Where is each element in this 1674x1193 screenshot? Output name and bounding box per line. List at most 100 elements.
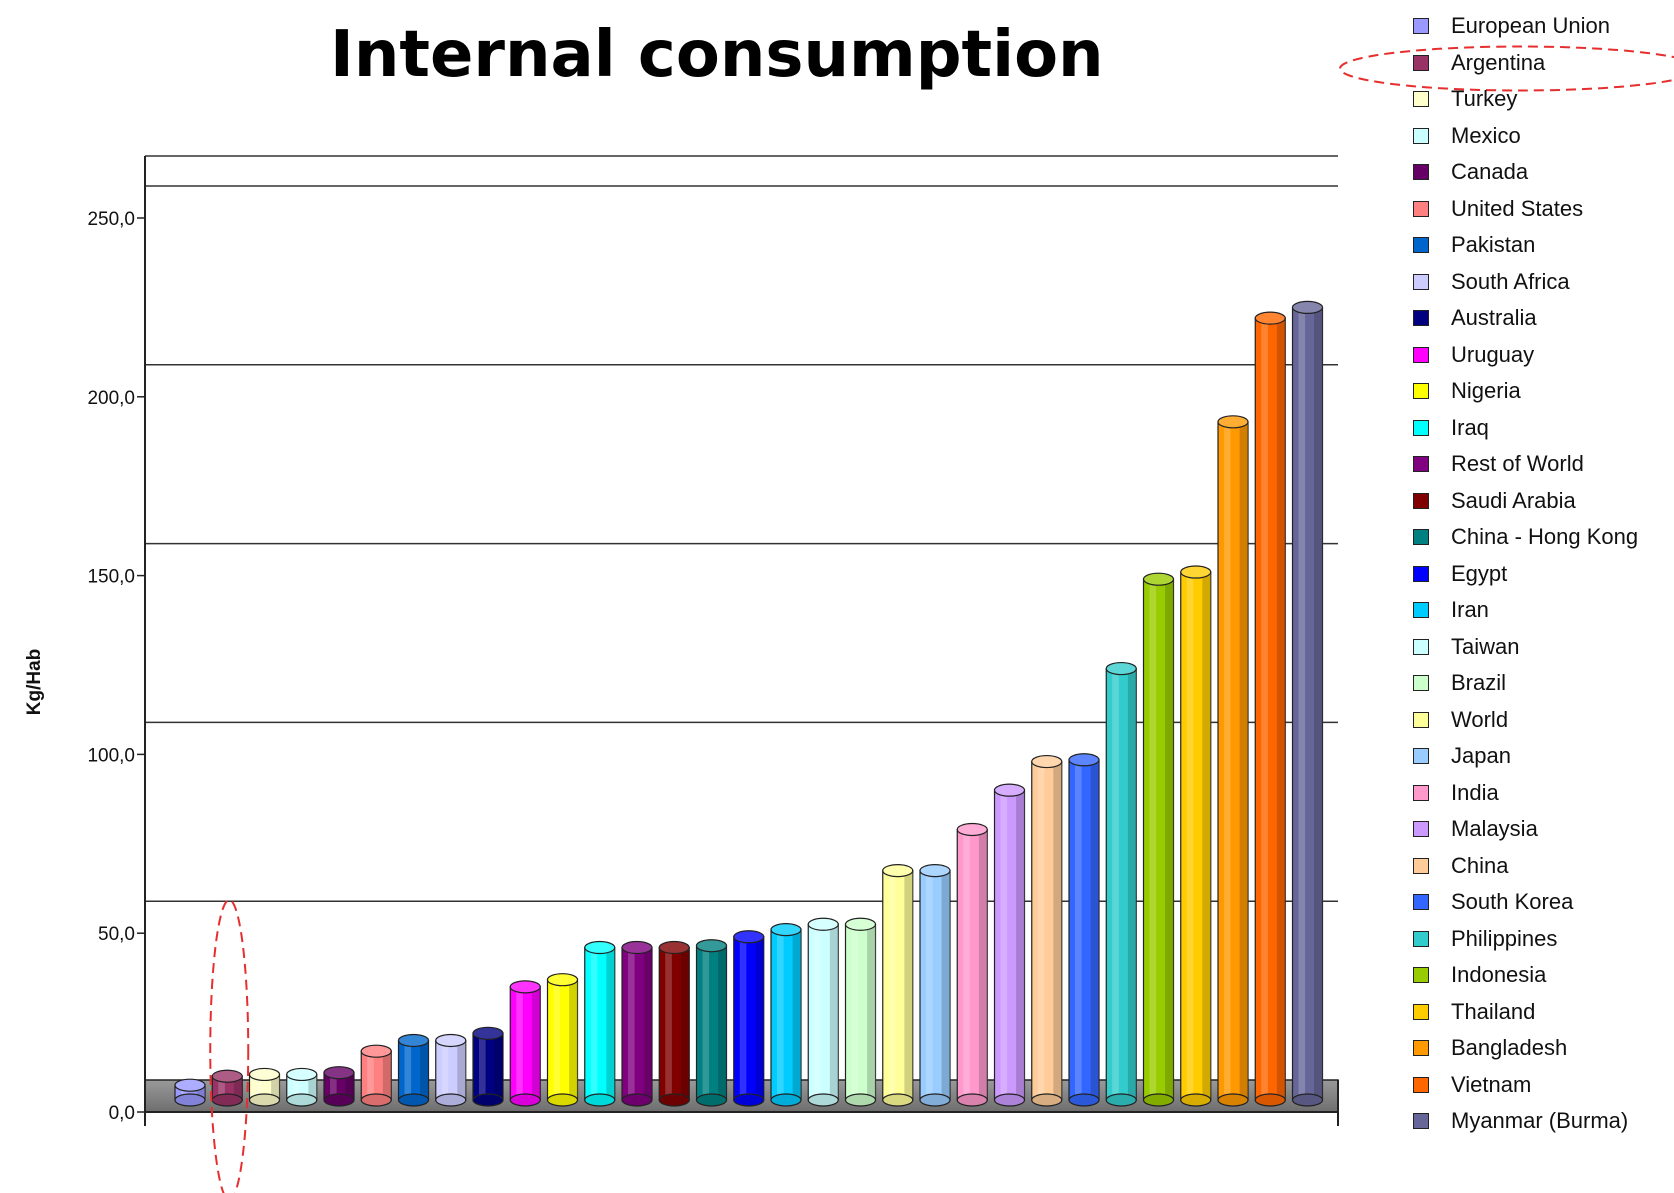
y-tick-label: 250,0 [87, 209, 135, 230]
bar [1142, 572, 1175, 1107]
y-tick-label: 100,0 [87, 745, 135, 766]
legend-label: Myanmar (Burma) [1451, 1108, 1629, 1133]
bar [211, 1069, 243, 1107]
legend-swatch [1413, 711, 1429, 728]
legend-label: Argentina [1451, 49, 1546, 75]
bar [770, 923, 802, 1107]
y-axis-label: Kg/Hab [24, 649, 45, 716]
legend-label: China [1451, 852, 1509, 878]
legend-swatch [1413, 930, 1429, 947]
y-tick-label: 50,0 [98, 924, 135, 945]
bar [248, 1067, 281, 1107]
legend-swatch [1413, 200, 1429, 217]
bar [658, 940, 690, 1107]
bar [509, 980, 541, 1107]
legend-swatch [1413, 237, 1429, 253]
legend-label: Thailand [1451, 998, 1536, 1024]
legend-swatch [1413, 967, 1429, 983]
bar [1254, 311, 1286, 1107]
legend-item: Iran [1413, 592, 1489, 628]
legend-label: Taiwan [1451, 633, 1520, 659]
legend-label: Egypt [1451, 560, 1508, 586]
legend-item: Taiwan [1413, 629, 1519, 665]
bar [1031, 754, 1063, 1107]
legend-swatch [1413, 273, 1429, 290]
legend-item: Canada [1413, 154, 1528, 190]
legend-item: World [1413, 702, 1508, 738]
bar [1180, 565, 1212, 1107]
legend-label: China - Hong Kong [1451, 524, 1639, 549]
legend-swatch [1413, 383, 1429, 399]
bar [397, 1033, 430, 1107]
bar [1291, 300, 1324, 1107]
legend-swatch [1413, 1040, 1429, 1056]
legend-swatch [1413, 419, 1429, 436]
legend-swatch [1413, 602, 1429, 618]
legend-label: India [1451, 779, 1499, 805]
y-tick-label: 150,0 [87, 567, 135, 588]
legend-swatch [1413, 127, 1429, 144]
chart-title: Internal consumption [330, 18, 1104, 92]
legend-label: United States [1451, 195, 1584, 221]
legend-swatch [1413, 346, 1429, 363]
legend-item: South Korea [1413, 884, 1573, 920]
bar [1105, 661, 1137, 1107]
legend-item: Mexico [1413, 118, 1521, 154]
legend-item: India [1413, 775, 1499, 811]
legend-swatch [1413, 821, 1429, 837]
bar [956, 822, 988, 1107]
legend-label: Iran [1451, 597, 1489, 622]
legend-label: Vietnam [1451, 1071, 1532, 1097]
legend-label: Nigeria [1451, 378, 1521, 403]
bar [1068, 753, 1100, 1107]
legend-label: Australia [1451, 305, 1537, 330]
bar [844, 917, 877, 1107]
legend-item: Bangladesh [1413, 1030, 1567, 1066]
legend-swatch [1413, 18, 1429, 34]
legend-swatch [1413, 1003, 1429, 1020]
legend-item: Uruguay [1413, 337, 1534, 373]
legend-label: Philippines [1451, 925, 1558, 951]
legend-label: Pakistan [1451, 232, 1536, 257]
bar [584, 940, 616, 1107]
legend-item: Argentina [1413, 45, 1545, 81]
legend-label: Saudi Arabia [1451, 487, 1576, 513]
legend-item: Philippines [1413, 921, 1557, 957]
legend-item: Rest of World [1413, 446, 1584, 482]
legend-swatch [1413, 784, 1429, 801]
bar [621, 940, 653, 1107]
legend-label: Malaysia [1451, 816, 1538, 841]
legend-item: Indonesia [1413, 957, 1546, 993]
legend-item: Thailand [1413, 994, 1535, 1030]
legend-label: Uruguay [1451, 341, 1535, 367]
legend-item: Brazil [1413, 665, 1506, 701]
legend-item: Japan [1413, 738, 1511, 774]
legend: European Union Argentina Turkey Mexico Canad… [1413, 8, 1674, 1193]
bar [993, 783, 1026, 1107]
bar [546, 973, 579, 1107]
legend-item: United States [1413, 191, 1583, 227]
legend-swatch [1413, 857, 1429, 874]
legend-label: Indonesia [1451, 962, 1547, 987]
legend-item: South Africa [1413, 264, 1570, 300]
bar [882, 864, 914, 1107]
legend-swatch [1413, 54, 1429, 71]
legend-label: Turkey [1451, 86, 1518, 111]
legend-swatch [1413, 91, 1429, 107]
legend-item: European Union [1413, 8, 1610, 44]
legend-label: South Africa [1451, 268, 1570, 294]
legend-item: Myanmar (Burma) [1413, 1103, 1628, 1139]
legend-swatch [1413, 638, 1429, 655]
y-tick-label: 200,0 [87, 388, 135, 409]
legend-item: China [1413, 848, 1508, 884]
legend-label: Canada [1451, 159, 1529, 184]
legend-item: China - Hong Kong [1413, 519, 1638, 555]
legend-label: World [1451, 706, 1509, 732]
legend-item: Malaysia [1413, 811, 1538, 847]
legend-item: Nigeria [1413, 373, 1521, 409]
bar [1217, 415, 1249, 1107]
bar [323, 1066, 355, 1107]
legend-swatch [1413, 1113, 1429, 1129]
bar [733, 930, 765, 1107]
